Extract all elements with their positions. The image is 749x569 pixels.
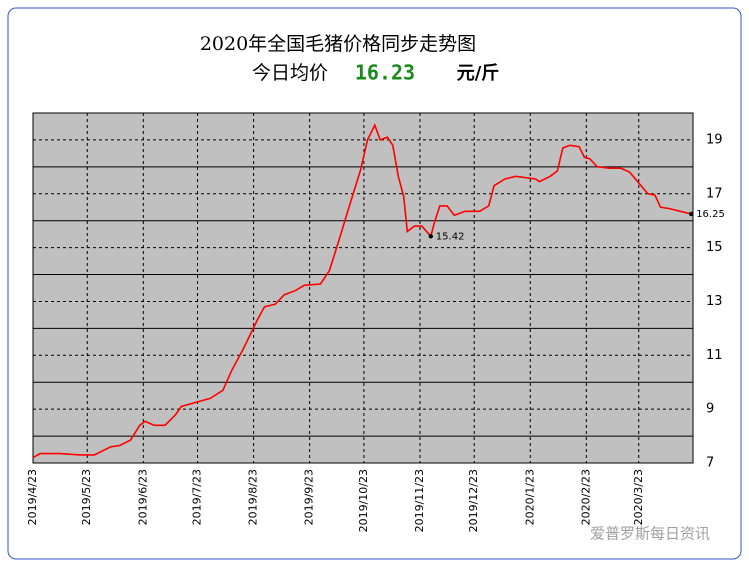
x-tick-label: 2019/12/23: [467, 469, 480, 532]
x-tick-label: 2019/10/23: [357, 469, 370, 532]
plot-area: [32, 112, 694, 464]
x-tick-label: 2019/8/23: [247, 469, 260, 525]
x-tick-label: 2020/3/23: [632, 469, 645, 525]
x-tick-label: 2019/9/23: [303, 469, 316, 525]
price-line: [32, 123, 692, 459]
y-tick-label: 11: [706, 348, 723, 363]
subtitle: 今日均价: [252, 62, 328, 84]
x-tick-label: 2020/1/23: [523, 469, 536, 525]
annotation-label: 15.42: [436, 231, 465, 242]
today-price: 16.23: [355, 61, 415, 85]
annotation-dot: [428, 234, 434, 239]
x-tick-label: 2019/11/23: [413, 469, 426, 532]
y-tick-label: 15: [706, 240, 723, 255]
y-tick-label: 19: [706, 132, 723, 147]
annotation-dot: [688, 211, 694, 217]
x-tick-label: 2019/5/23: [80, 469, 93, 525]
x-tick-label: 2019/6/23: [136, 469, 149, 525]
y-tick-label: 13: [706, 294, 723, 309]
chart-title: 2020年全国毛猪价格同步走势图: [200, 33, 476, 55]
x-tick-label: 2019/4/23: [26, 469, 39, 525]
annotation-label: 16.25: [696, 209, 725, 220]
y-tick-label: 17: [706, 186, 723, 201]
y-tick-label: 9: [706, 402, 714, 417]
unit: 元/斤: [457, 63, 500, 84]
watermark: 爱普罗斯每日资讯: [590, 525, 710, 543]
y-tick-label: 7: [706, 456, 714, 471]
x-tick-label: 2019/7/23: [191, 469, 204, 525]
x-tick-label: 2020/2/23: [579, 469, 592, 525]
